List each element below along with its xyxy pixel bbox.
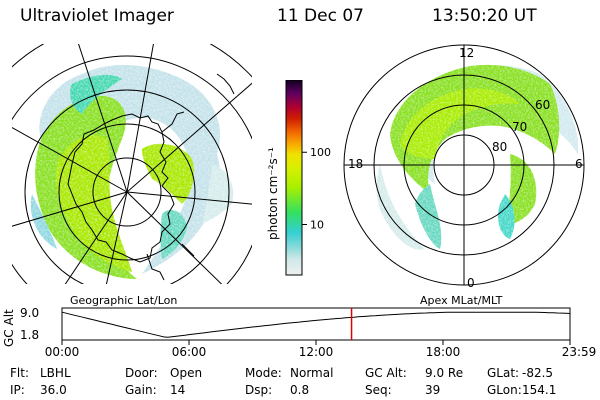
observation-time: 13:50:20 UT (432, 6, 537, 26)
altitude-curve (61, 311, 571, 338)
info-label: Flt: (10, 366, 29, 380)
longitude-lines (12, 44, 252, 284)
mlt-lines (344, 45, 584, 285)
info-value: -82.5 (522, 366, 554, 380)
mlat-label-60: 60 (535, 98, 551, 112)
info-label: Mode: (245, 366, 282, 380)
timeline-x-tick-label: 23:59 (561, 345, 597, 359)
observation-date: 11 Dec 07 (277, 6, 364, 26)
info-value: 154.1 (522, 383, 557, 397)
info-label: Door: (125, 366, 158, 380)
info-value: Normal (290, 366, 334, 380)
info-label: GLon: (487, 383, 522, 397)
timeline-x-tick-label: 18:00 (425, 345, 461, 359)
info-label: GC Alt: (365, 366, 407, 380)
mlt-label-dawn: 6 (575, 157, 583, 171)
mlat-label-80: 80 (492, 140, 508, 154)
apex-caption: Apex MLat/MLT (420, 294, 503, 307)
instrument-title: Ultraviolet Imager (20, 6, 174, 26)
timeline-frame (61, 307, 571, 341)
geographic-caption: Geographic Lat/Lon (70, 294, 178, 307)
info-label: Dsp: (245, 383, 273, 397)
info-label: Seq: (365, 383, 392, 397)
info-value: 39 (425, 383, 441, 397)
altitude-timeline (61, 307, 571, 345)
info-value: 9.0 Re (425, 366, 464, 380)
colorbar-tick-label: 10 (310, 218, 324, 231)
timeline-y-tick-bottom: 1.8 (20, 328, 40, 342)
timeline-y-tick-top: 9.0 (20, 306, 40, 320)
latitude-circles (12, 44, 252, 284)
info-label: GLat: (487, 366, 520, 380)
info-value: 14 (170, 383, 186, 397)
info-label: IP: (10, 383, 25, 397)
mlt-label-noon: 12 (459, 46, 475, 60)
info-value: 0.8 (290, 383, 310, 397)
colorbar: 100 10 (285, 80, 331, 276)
info-value: LBHL (40, 366, 71, 380)
mlt-label-midnight: 0 (467, 276, 475, 290)
timeline-x-tick-label: 00:00 (44, 345, 80, 359)
timeline-x-tick-label: 06:00 (171, 345, 207, 359)
mlat-label-70: 70 (512, 120, 528, 134)
apex-image (343, 44, 585, 286)
info-value: 36.0 (40, 383, 67, 397)
colorbar-unit-label: photon cm⁻²s⁻¹ (266, 147, 280, 240)
mlt-label-dusk: 18 (348, 157, 364, 171)
colorbar-gradient (285, 80, 303, 276)
colorbar-tick-label: 100 (310, 146, 331, 159)
timeline-x-tick-label: 12:00 (298, 345, 334, 359)
timeline-y-label: GC Alt (2, 309, 16, 347)
info-value: Open (170, 366, 203, 380)
antarctica-coastline (67, 113, 175, 263)
geographic-image (12, 44, 252, 284)
colorbar-ticks: 100 10 (302, 146, 331, 231)
info-label: Gain: (125, 383, 157, 397)
